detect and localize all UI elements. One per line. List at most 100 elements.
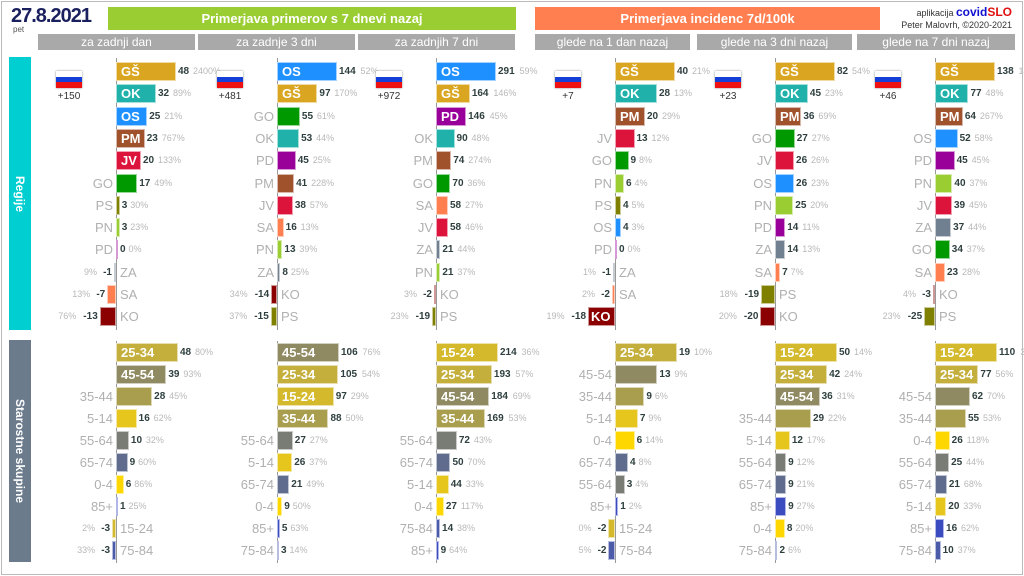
value-label: 164 [471, 88, 489, 100]
category-label: 15-24 [619, 521, 653, 536]
bar-ages [112, 519, 116, 538]
value-label: 26 [796, 155, 808, 167]
percent-label: 28% [962, 266, 981, 277]
category-label: 85+ [589, 499, 612, 514]
axis-ages [277, 341, 278, 563]
category-label: 0-4 [94, 477, 113, 492]
category-label: PM [413, 153, 434, 169]
percent-label: 63% [290, 523, 309, 533]
value-label: 105 [340, 369, 358, 380]
bar-label: PD [441, 108, 460, 124]
percent-label: 0% [627, 244, 641, 255]
bar-ages [775, 453, 787, 472]
bar-label: 15-24 [940, 345, 974, 360]
bar-ages [116, 453, 128, 472]
bar-ages [615, 365, 658, 384]
category-label: 15-24 [120, 521, 154, 536]
bar-ages [277, 475, 290, 494]
category-label: ZA [257, 264, 274, 280]
category-label: 85+ [90, 499, 113, 514]
value-label: 184 [491, 391, 508, 402]
bar-ages [116, 365, 167, 384]
percent-label: 20% [718, 311, 737, 322]
percent-label: 9% [648, 413, 662, 423]
bar-regions [615, 240, 617, 260]
bar-ages [436, 431, 457, 450]
value-label: 12 [791, 435, 803, 446]
bar-ages [935, 343, 997, 362]
bar-regions [116, 84, 156, 104]
bar-label: 25-34 [441, 367, 475, 382]
bar-regions [615, 218, 621, 238]
bar-ages [436, 475, 449, 494]
bar-label: OK [620, 86, 640, 102]
value-label: 110 [999, 347, 1016, 358]
bar-regions [116, 62, 176, 81]
value-label: 8 [282, 266, 288, 278]
percent-label: 3% [403, 289, 417, 299]
value-label: 138 [997, 66, 1014, 77]
percent-label: 48% [985, 88, 1004, 99]
subheader-3: za zadnjih 7 dni [358, 34, 515, 50]
percent-label: 49% [306, 479, 325, 489]
category-label: JV [417, 220, 433, 236]
category-label: 55-64 [240, 433, 274, 448]
bar-label: PM [780, 108, 800, 124]
slovenia-flag-icon [56, 71, 82, 88]
value-label: 25 [951, 457, 963, 468]
side-label-ages: Starostne skupine [9, 340, 31, 562]
bar-ages [935, 365, 979, 384]
bar-regions [432, 307, 436, 327]
category-label: ZA [416, 242, 433, 258]
bar-regions [935, 62, 995, 81]
category-label: 55-64 [738, 455, 772, 470]
percent-label: 2% [82, 523, 96, 533]
bar-ages [775, 409, 811, 428]
category-label: OS [753, 175, 772, 191]
percent-label: 36% [467, 177, 486, 188]
value-label: 58 [449, 199, 462, 211]
value-label: 3 [121, 222, 128, 234]
bar-label: 15-24 [780, 345, 814, 360]
author: Peter Malovrh, ©2020-2021 [901, 20, 1012, 30]
value-label: 39 [953, 199, 966, 211]
percent-label: 24% [844, 369, 863, 379]
bar-regions [436, 195, 448, 215]
value-label: 16 [138, 413, 150, 424]
value-label: 193 [493, 369, 511, 380]
bar-ages [608, 519, 615, 538]
category-label: 65-74 [898, 477, 932, 492]
category-label: KO [440, 287, 459, 302]
bar-ages [436, 519, 441, 538]
bar-regions [775, 62, 835, 81]
value-label: -14 [254, 289, 270, 300]
bar-regions [107, 285, 116, 304]
banner-incidence: Primerjava incidenc 7d/100k [535, 7, 880, 30]
bar-ages [775, 387, 820, 406]
value-label: 3 [626, 479, 633, 490]
percent-label: 60% [138, 457, 157, 467]
bar-regions [933, 285, 935, 304]
category-label: SA [619, 287, 637, 302]
value-label: 16 [946, 523, 958, 534]
category-label: 55-64 [399, 433, 433, 448]
category-label: 0-4 [414, 499, 433, 514]
bar-label: PM [121, 130, 141, 146]
percent-label: 39% [299, 244, 318, 255]
bar-label: 25-34 [620, 345, 654, 360]
percent-label: 0% [578, 523, 592, 533]
percent-label: 23% [824, 88, 843, 99]
percent-label: 5% [578, 545, 592, 555]
percent-label: 80% [195, 347, 214, 357]
percent-label: 14% [854, 347, 873, 357]
percent-label: 69% [818, 110, 837, 121]
category-label: 75-84 [898, 543, 932, 558]
value-label: 82 [837, 66, 849, 77]
bar-ages [775, 365, 828, 384]
bar-ages [935, 387, 970, 406]
slovenia-flag-icon [217, 71, 243, 88]
percent-label: 48% [471, 132, 490, 143]
category-label: ZA [120, 264, 137, 280]
percent-label: 27% [464, 199, 483, 210]
percent-label: 22% [827, 413, 846, 423]
